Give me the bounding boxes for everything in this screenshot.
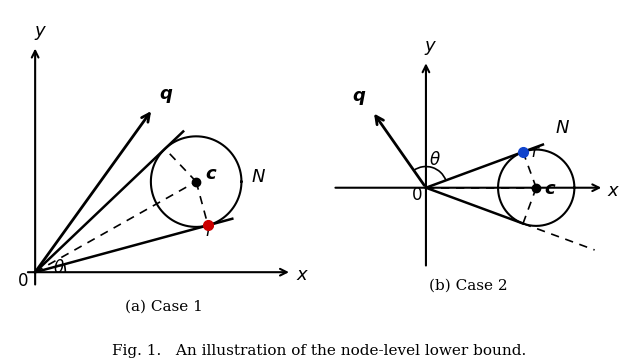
Text: $\boldsymbol{q}$: $\boldsymbol{q}$ <box>159 87 173 105</box>
Text: $0$: $0$ <box>411 186 422 205</box>
Text: $\theta$: $\theta$ <box>429 151 440 169</box>
Text: $x$: $x$ <box>607 182 621 200</box>
Text: Fig. 1.   An illustration of the node-level lower bound.: Fig. 1. An illustration of the node-leve… <box>112 344 526 358</box>
Text: (a) Case 1: (a) Case 1 <box>124 300 202 314</box>
Text: (b) Case 2: (b) Case 2 <box>429 279 508 293</box>
Text: $\boldsymbol{q}$: $\boldsymbol{q}$ <box>352 89 366 107</box>
Text: $N$: $N$ <box>251 168 265 186</box>
Text: $\boldsymbol{c}$: $\boldsymbol{c}$ <box>205 165 218 183</box>
Text: $0$: $0$ <box>17 272 28 290</box>
Text: $\boldsymbol{c}$: $\boldsymbol{c}$ <box>544 180 556 198</box>
Text: $r$: $r$ <box>205 222 215 240</box>
Text: $N$: $N$ <box>555 119 570 136</box>
Text: $x$: $x$ <box>296 266 309 284</box>
Text: $\theta$: $\theta$ <box>52 259 64 277</box>
Text: $r$: $r$ <box>531 143 541 161</box>
Text: $y$: $y$ <box>424 39 438 57</box>
Text: $y$: $y$ <box>34 24 47 42</box>
